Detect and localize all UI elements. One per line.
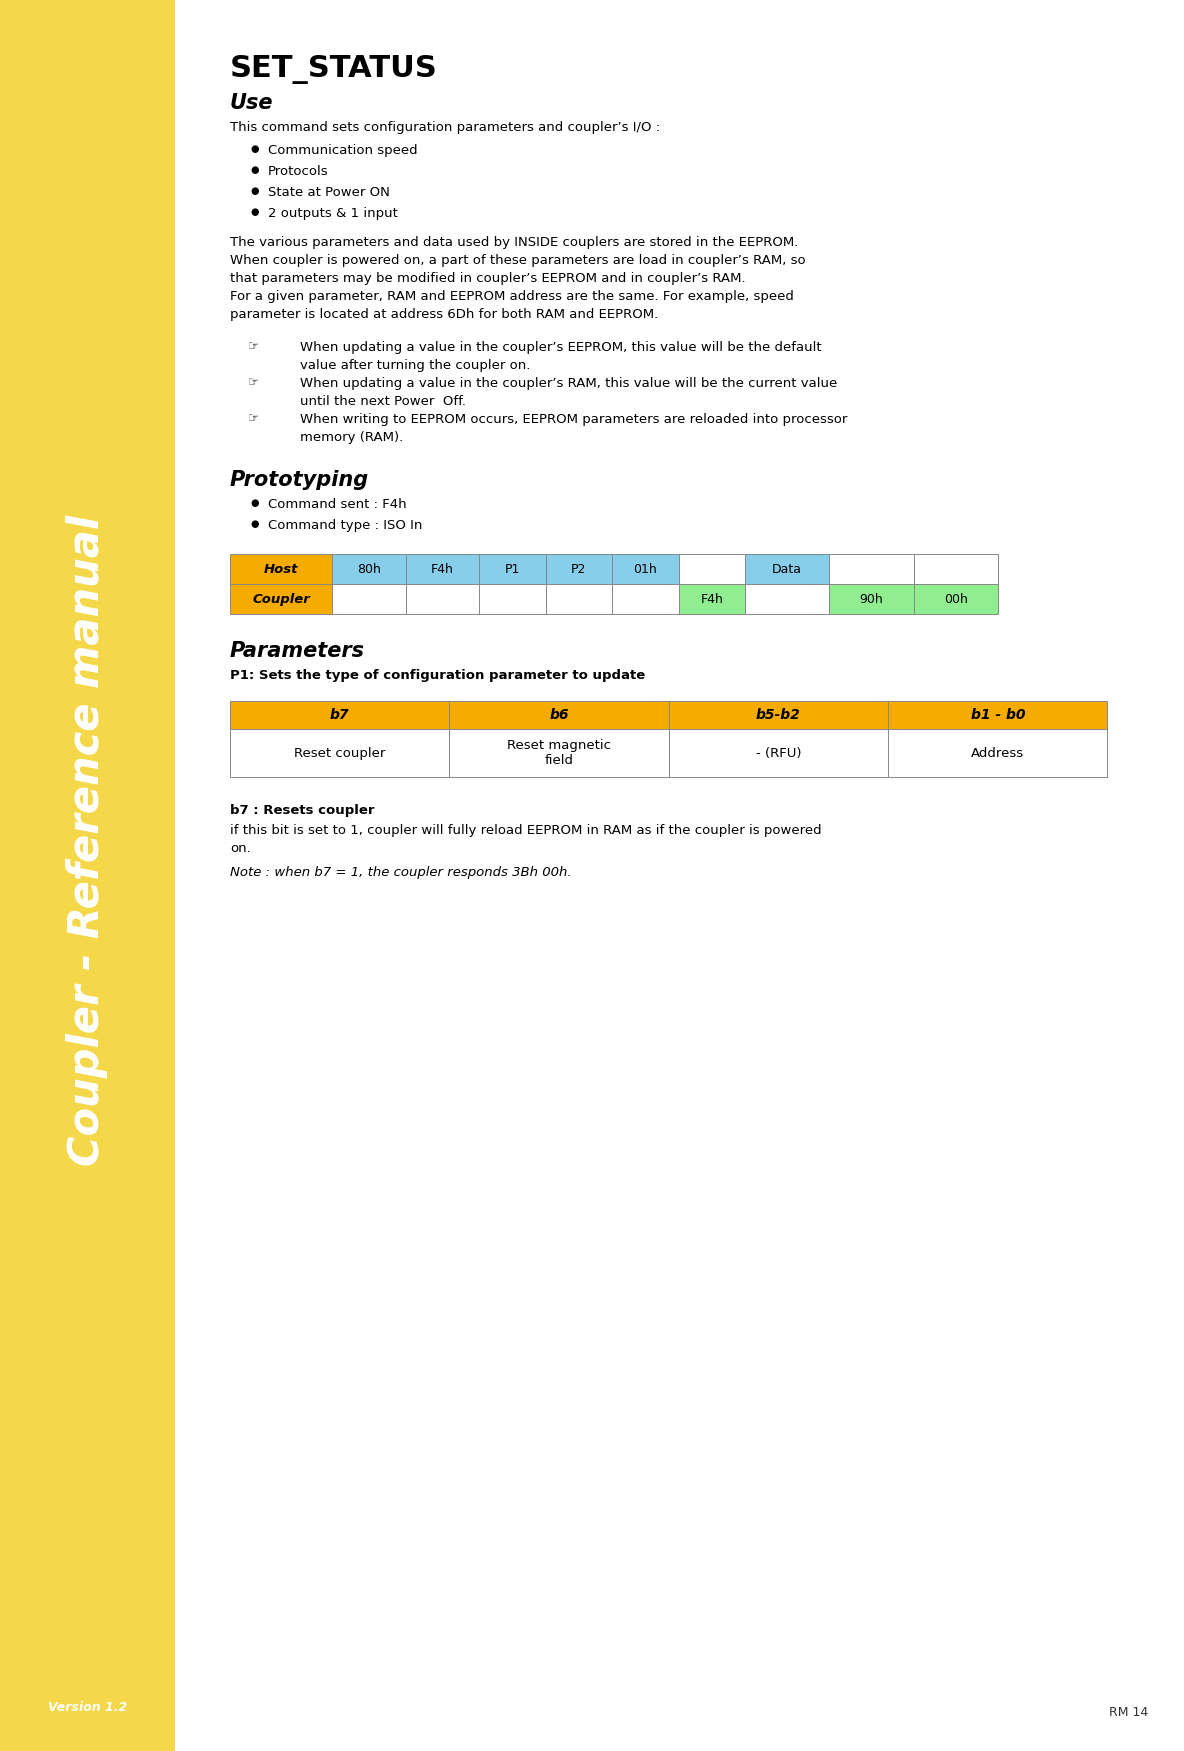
Text: b6: b6: [549, 709, 568, 723]
Text: ●: ●: [250, 518, 258, 529]
Text: F4h: F4h: [701, 592, 723, 606]
Bar: [230, 553, 332, 585]
Text: F4h: F4h: [431, 562, 453, 576]
Bar: [230, 730, 450, 777]
Bar: [612, 585, 678, 615]
Text: - (RFU): - (RFU): [755, 748, 802, 760]
Bar: [406, 553, 480, 585]
Text: parameter is located at address 6Dh for both RAM and EEPROM.: parameter is located at address 6Dh for …: [230, 308, 658, 320]
Text: Prototyping: Prototyping: [230, 471, 369, 490]
Text: Data: Data: [772, 562, 803, 576]
Text: Use: Use: [230, 93, 274, 114]
Text: The various parameters and data used by INSIDE couplers are stored in the EEPROM: The various parameters and data used by …: [230, 236, 798, 249]
Text: When updating a value in the coupler’s RAM, this value will be the current value: When updating a value in the coupler’s R…: [300, 376, 837, 390]
Bar: [914, 553, 998, 585]
Text: Command sent : F4h: Command sent : F4h: [268, 499, 406, 511]
Bar: [678, 553, 745, 585]
Text: 00h: 00h: [944, 592, 967, 606]
Bar: [888, 730, 1107, 777]
Text: value after turning the coupler on.: value after turning the coupler on.: [300, 359, 530, 371]
Text: until the next Power  Off.: until the next Power Off.: [300, 394, 466, 408]
Text: 2 outputs & 1 input: 2 outputs & 1 input: [268, 207, 398, 219]
Text: ☞: ☞: [247, 376, 259, 390]
Bar: [230, 702, 450, 730]
Bar: [406, 585, 480, 615]
Text: RM 14: RM 14: [1109, 1707, 1148, 1719]
Bar: [669, 730, 888, 777]
Bar: [480, 585, 546, 615]
Text: P2: P2: [571, 562, 586, 576]
Text: on.: on.: [230, 842, 251, 854]
Text: This command sets configuration parameters and coupler’s I/O :: This command sets configuration paramete…: [230, 121, 661, 135]
Bar: [745, 585, 829, 615]
Text: For a given parameter, RAM and EEPROM address are the same. For example, speed: For a given parameter, RAM and EEPROM ad…: [230, 291, 794, 303]
Bar: [829, 585, 914, 615]
Text: ●: ●: [250, 499, 258, 508]
Text: Host: Host: [264, 562, 298, 576]
Text: b7: b7: [330, 709, 349, 723]
Text: b7 : Resets coupler: b7 : Resets coupler: [230, 804, 374, 818]
Text: Communication speed: Communication speed: [268, 144, 418, 158]
Text: SET_STATUS: SET_STATUS: [230, 54, 438, 84]
Bar: [888, 702, 1107, 730]
Text: ☞: ☞: [247, 341, 259, 354]
Text: State at Power ON: State at Power ON: [268, 186, 390, 200]
Text: Coupler - Reference manual: Coupler - Reference manual: [66, 515, 109, 1166]
Text: Reset coupler: Reset coupler: [294, 748, 385, 760]
Text: When writing to EEPROM occurs, EEPROM parameters are reloaded into processor: When writing to EEPROM occurs, EEPROM pa…: [300, 413, 848, 425]
Bar: [678, 585, 745, 615]
Text: ●: ●: [250, 186, 258, 196]
Text: Coupler: Coupler: [252, 592, 310, 606]
Bar: [745, 553, 829, 585]
Text: When updating a value in the coupler’s EEPROM, this value will be the default: When updating a value in the coupler’s E…: [300, 341, 822, 354]
Text: b5-b2: b5-b2: [757, 709, 800, 723]
Text: Note : when b7 = 1, the coupler responds 3Bh 00h.: Note : when b7 = 1, the coupler responds…: [230, 865, 572, 879]
Bar: [612, 553, 678, 585]
Text: P1: Sets the type of configuration parameter to update: P1: Sets the type of configuration param…: [230, 669, 645, 681]
Text: 01h: 01h: [633, 562, 657, 576]
Text: Reset magnetic
field: Reset magnetic field: [507, 739, 611, 767]
Text: ●: ●: [250, 207, 258, 217]
Bar: [332, 585, 406, 615]
Text: if this bit is set to 1, coupler will fully reload EEPROM in RAM as if the coupl: if this bit is set to 1, coupler will fu…: [230, 825, 822, 837]
Bar: [546, 553, 612, 585]
Text: Version 1.2: Version 1.2: [47, 1700, 127, 1714]
Text: b1 - b0: b1 - b0: [971, 709, 1025, 723]
Text: When coupler is powered on, a part of these parameters are load in coupler’s RAM: When coupler is powered on, a part of th…: [230, 254, 805, 268]
Text: that parameters may be modified in coupler’s EEPROM and in coupler’s RAM.: that parameters may be modified in coupl…: [230, 271, 746, 285]
Bar: [914, 585, 998, 615]
Text: memory (RAM).: memory (RAM).: [300, 431, 404, 443]
Bar: [450, 702, 669, 730]
Text: P1: P1: [504, 562, 520, 576]
Text: 90h: 90h: [860, 592, 883, 606]
Text: ●: ●: [250, 165, 258, 175]
Text: ☞: ☞: [247, 413, 259, 425]
Text: ●: ●: [250, 144, 258, 154]
Bar: [480, 553, 546, 585]
Text: Protocols: Protocols: [268, 165, 329, 179]
Text: Command type : ISO In: Command type : ISO In: [268, 518, 423, 532]
Bar: [829, 553, 914, 585]
Text: 80h: 80h: [356, 562, 381, 576]
Text: Parameters: Parameters: [230, 641, 365, 660]
Bar: [450, 730, 669, 777]
Bar: [230, 585, 332, 615]
Bar: [332, 553, 406, 585]
Bar: [669, 702, 888, 730]
Bar: [546, 585, 612, 615]
Text: Address: Address: [971, 748, 1024, 760]
